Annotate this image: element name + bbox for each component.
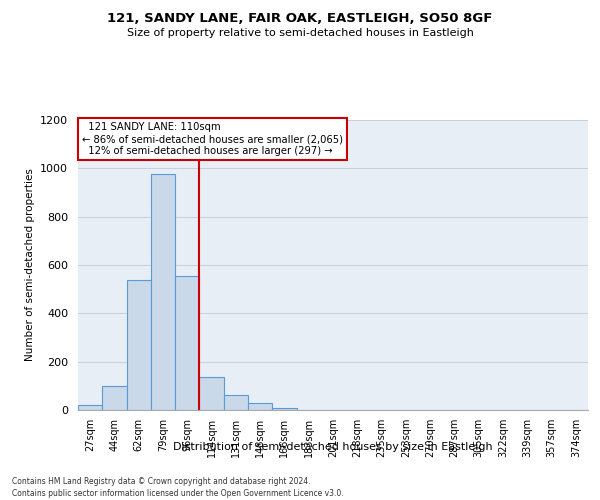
Text: Contains HM Land Registry data © Crown copyright and database right 2024.: Contains HM Land Registry data © Crown c… <box>12 478 311 486</box>
Bar <box>102 386 127 410</box>
Bar <box>199 378 224 410</box>
Text: Distribution of semi-detached houses by size in Eastleigh: Distribution of semi-detached houses by … <box>173 442 493 452</box>
Text: 121, SANDY LANE, FAIR OAK, EASTLEIGH, SO50 8GF: 121, SANDY LANE, FAIR OAK, EASTLEIGH, SO… <box>107 12 493 26</box>
Text: Contains public sector information licensed under the Open Government Licence v3: Contains public sector information licen… <box>12 489 344 498</box>
Text: 121 SANDY LANE: 110sqm
← 86% of semi-detached houses are smaller (2,065)
  12% o: 121 SANDY LANE: 110sqm ← 86% of semi-det… <box>82 122 343 156</box>
Y-axis label: Number of semi-detached properties: Number of semi-detached properties <box>25 168 35 362</box>
Bar <box>127 280 151 410</box>
Bar <box>151 174 175 410</box>
Bar <box>248 403 272 410</box>
Bar <box>78 405 102 410</box>
Bar <box>175 276 199 410</box>
Bar <box>272 408 296 410</box>
Text: Size of property relative to semi-detached houses in Eastleigh: Size of property relative to semi-detach… <box>127 28 473 38</box>
Bar <box>224 395 248 410</box>
